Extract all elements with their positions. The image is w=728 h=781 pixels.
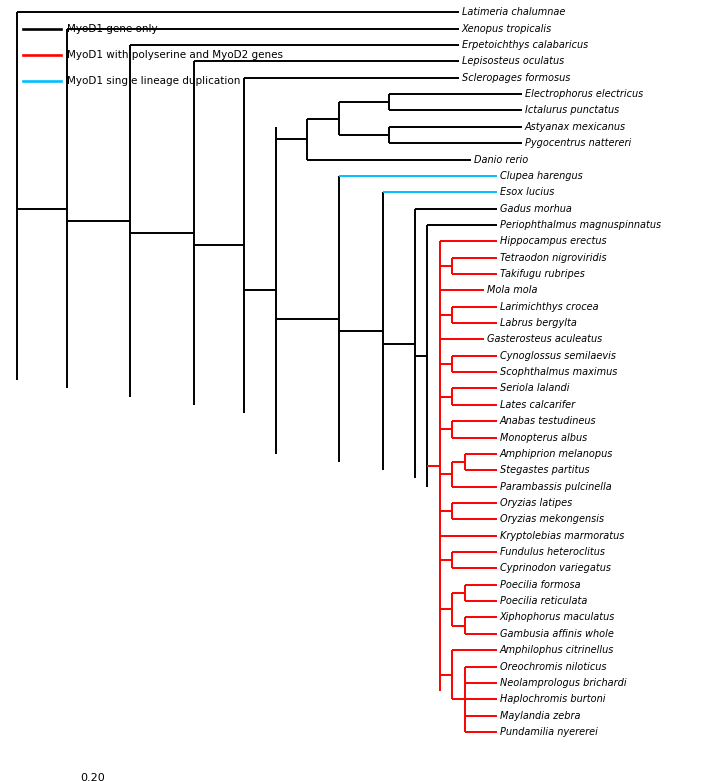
Text: Electrophorus electricus: Electrophorus electricus	[525, 89, 644, 99]
Text: Monopterus albus: Monopterus albus	[499, 433, 587, 443]
Text: Lates calcarifer: Lates calcarifer	[499, 400, 575, 410]
Text: Cynoglossus semilaevis: Cynoglossus semilaevis	[499, 351, 616, 361]
Text: Parambassis pulcinella: Parambassis pulcinella	[499, 482, 612, 491]
Text: Kryptolebias marmoratus: Kryptolebias marmoratus	[499, 530, 624, 540]
Text: Xiphophorus maculatus: Xiphophorus maculatus	[499, 612, 615, 622]
Text: Fundulus heteroclitus: Fundulus heteroclitus	[499, 547, 605, 557]
Text: Seriola lalandi: Seriola lalandi	[499, 383, 569, 394]
Text: MyoD1 gene only: MyoD1 gene only	[67, 23, 158, 34]
Text: MyoD1 with polyserine and MyoD2 genes: MyoD1 with polyserine and MyoD2 genes	[67, 50, 283, 60]
Text: Gasterosteus aculeatus: Gasterosteus aculeatus	[487, 334, 602, 344]
Text: Poecilia reticulata: Poecilia reticulata	[499, 596, 587, 606]
Text: Scleropages formosus: Scleropages formosus	[462, 73, 570, 83]
Text: Pygocentrus nattereri: Pygocentrus nattereri	[525, 138, 631, 148]
Text: Danio rerio: Danio rerio	[475, 155, 529, 165]
Text: Oryzias mekongensis: Oryzias mekongensis	[499, 515, 604, 524]
Text: Neolamprologus brichardi: Neolamprologus brichardi	[499, 678, 626, 688]
Text: Gambusia affinis whole: Gambusia affinis whole	[499, 629, 614, 639]
Text: Haplochromis burtoni: Haplochromis burtoni	[499, 694, 605, 704]
Text: Anabas testudineus: Anabas testudineus	[499, 416, 596, 426]
Text: Astyanax mexicanus: Astyanax mexicanus	[525, 122, 626, 132]
Text: Hippocampus erectus: Hippocampus erectus	[499, 237, 606, 246]
Text: Maylandia zebra: Maylandia zebra	[499, 711, 580, 721]
Text: Clupea harengus: Clupea harengus	[499, 171, 582, 181]
Text: Erpetoichthys calabaricus: Erpetoichthys calabaricus	[462, 40, 588, 50]
Text: Xenopus tropicalis: Xenopus tropicalis	[462, 23, 552, 34]
Text: Takifugu rubripes: Takifugu rubripes	[499, 269, 585, 279]
Text: Gadus morhua: Gadus morhua	[499, 204, 571, 213]
Text: Labrus bergylta: Labrus bergylta	[499, 318, 577, 328]
Text: Esox lucius: Esox lucius	[499, 187, 554, 198]
Text: Latimeria chalumnae: Latimeria chalumnae	[462, 7, 565, 17]
Text: Ictalurus punctatus: Ictalurus punctatus	[525, 105, 620, 116]
Text: Stegastes partitus: Stegastes partitus	[499, 465, 590, 476]
Text: Oryzias latipes: Oryzias latipes	[499, 498, 572, 508]
Text: Pundamilia nyererei: Pundamilia nyererei	[499, 727, 598, 737]
Text: Amphiprion melanopus: Amphiprion melanopus	[499, 449, 613, 459]
Text: MyoD1 single lineage duplication: MyoD1 single lineage duplication	[67, 76, 241, 86]
Text: Scophthalmus maximus: Scophthalmus maximus	[499, 367, 617, 377]
Text: Amphilophus citrinellus: Amphilophus citrinellus	[499, 645, 614, 655]
Text: 0.20: 0.20	[80, 773, 105, 781]
Text: Lepisosteus oculatus: Lepisosteus oculatus	[462, 56, 564, 66]
Text: Larimichthys crocea: Larimichthys crocea	[499, 301, 598, 312]
Text: Oreochromis niloticus: Oreochromis niloticus	[499, 662, 606, 672]
Text: Tetraodon nigroviridis: Tetraodon nigroviridis	[499, 253, 606, 262]
Text: Mola mola: Mola mola	[487, 285, 537, 295]
Text: Periophthalmus magnuspinnatus: Periophthalmus magnuspinnatus	[499, 220, 661, 230]
Text: Poecilia formosa: Poecilia formosa	[499, 580, 580, 590]
Text: Cyprinodon variegatus: Cyprinodon variegatus	[499, 563, 611, 573]
